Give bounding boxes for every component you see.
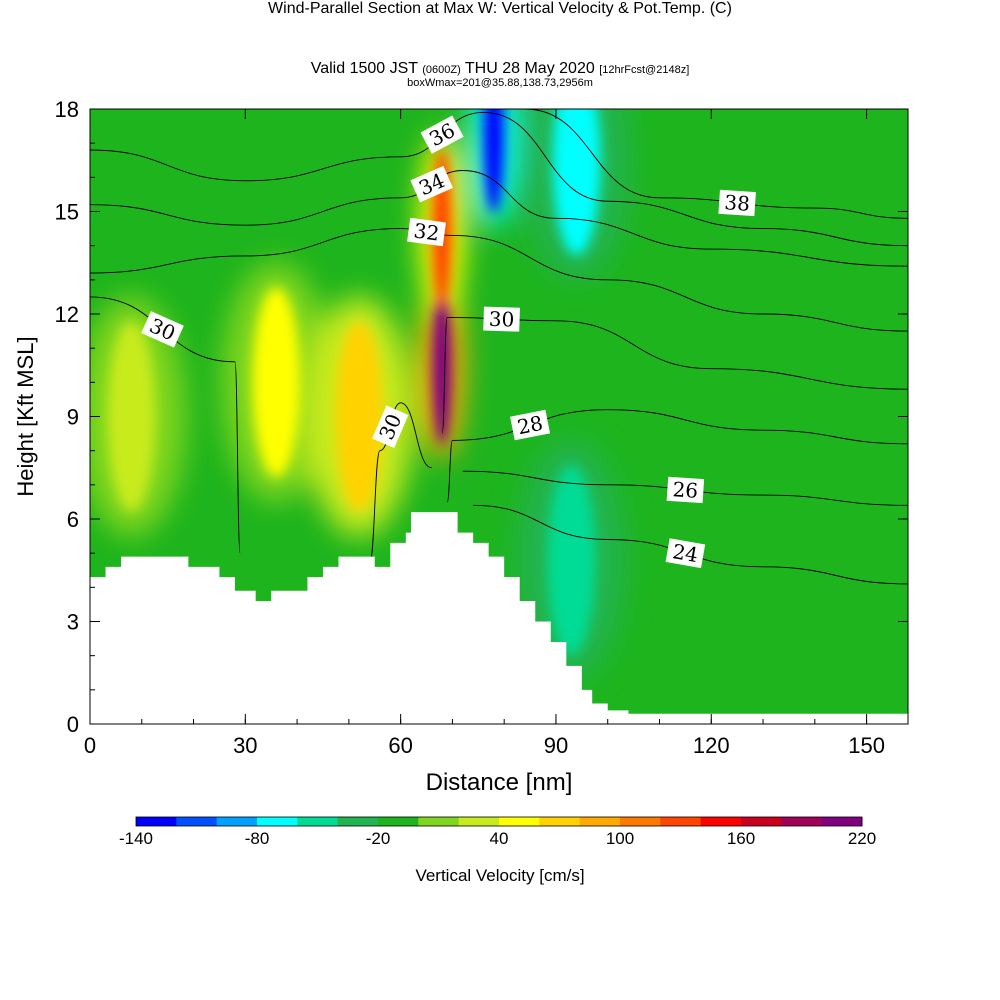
contour-label-text: 24 bbox=[671, 539, 700, 567]
chart-title-text: Wind-Parallel Section at Max W: Vertical… bbox=[268, 0, 706, 17]
theta-contour-32 bbox=[90, 228, 908, 332]
plot-area bbox=[90, 109, 908, 724]
contour-label-38: 38 bbox=[718, 189, 756, 217]
contour-label-bg bbox=[372, 405, 409, 449]
contour-label-bg bbox=[410, 165, 454, 203]
colorbar-swatch bbox=[620, 817, 661, 826]
y-tick-label: 12 bbox=[55, 302, 79, 327]
forecast-info: [12hrFcst@2148z] bbox=[599, 64, 690, 76]
contour-label-bg bbox=[407, 217, 446, 247]
x-tick-label: 120 bbox=[693, 733, 730, 758]
colorbar-swatch bbox=[418, 817, 460, 826]
colorbar-swatch bbox=[257, 817, 298, 826]
contour-label-bg bbox=[141, 311, 184, 348]
contour-label-text: 26 bbox=[672, 477, 699, 503]
contour-label-text: 28 bbox=[515, 411, 545, 439]
contour-label-bg bbox=[665, 538, 706, 569]
chart-subtitle: Valid 1500 JST (0600Z) THU 28 May 2020 [… bbox=[0, 60, 1000, 78]
x-tick-label: 60 bbox=[388, 733, 412, 758]
colorbar-swatch bbox=[741, 817, 782, 826]
y-tick-label: 3 bbox=[67, 610, 79, 635]
valid-date: THU 28 May 2020 bbox=[464, 60, 595, 77]
colorbar-tick-label: -140 bbox=[119, 829, 153, 848]
contour-label-bg bbox=[718, 189, 756, 217]
colorbar-swatch bbox=[579, 817, 621, 826]
contour-label-24: 24 bbox=[665, 538, 706, 569]
terrain bbox=[90, 512, 908, 724]
contour-label-28: 28 bbox=[510, 409, 551, 441]
y-tick-label: 0 bbox=[67, 712, 79, 737]
y-tick-label: 18 bbox=[55, 97, 79, 122]
velocity-core bbox=[252, 287, 301, 478]
colorbar-label: Vertical Velocity [cm/s] bbox=[415, 866, 584, 885]
colorbar-frame bbox=[135, 816, 863, 827]
y-tick-label: 15 bbox=[55, 200, 79, 225]
contour-label-bg bbox=[510, 409, 551, 441]
colorbar-tick-label: 40 bbox=[490, 829, 509, 848]
colorbar-swatch bbox=[458, 817, 500, 826]
velocity-core bbox=[547, 465, 596, 655]
theta-contour-30 bbox=[90, 296, 241, 554]
colorbar-swatch bbox=[176, 817, 218, 826]
colorbar-tick-label: 220 bbox=[848, 829, 876, 848]
contour-label-text: 38 bbox=[724, 190, 751, 216]
theta-contour-36 bbox=[90, 111, 908, 247]
location-info: boxWmax=201@35.88,138.73,2956m bbox=[407, 77, 593, 89]
colorbar-swatch bbox=[781, 817, 823, 826]
velocity-core bbox=[432, 285, 453, 446]
velocity-core bbox=[552, 109, 601, 256]
x-tick-label: 30 bbox=[233, 733, 257, 758]
x-tick-label: 0 bbox=[84, 733, 96, 758]
colorbar-swatch bbox=[337, 817, 379, 826]
contour-label-bg bbox=[666, 476, 705, 504]
theta-contour-34 bbox=[90, 170, 908, 267]
colorbar-swatch bbox=[216, 817, 258, 826]
valid-utc: (0600Z) bbox=[422, 64, 461, 76]
colorbar-swatch bbox=[499, 817, 540, 826]
colorbar-swatch bbox=[821, 817, 863, 826]
contour-label-text: 32 bbox=[412, 218, 440, 245]
contour-label-bg bbox=[483, 306, 520, 332]
x-axis-label: Distance [nm] bbox=[426, 769, 573, 796]
colorbar-tick-label: 100 bbox=[606, 829, 634, 848]
velocity-field bbox=[90, 109, 632, 680]
colorbar-swatch bbox=[297, 817, 339, 826]
valid-time: Valid 1500 JST bbox=[310, 60, 418, 77]
copyright-mark: (C) bbox=[709, 0, 732, 17]
contour-label-30: 30 bbox=[483, 306, 520, 332]
velocity-core bbox=[107, 321, 156, 512]
colorbar-swatch bbox=[700, 817, 742, 826]
colorbar-tick-label: -80 bbox=[245, 829, 270, 848]
colorbar-tick-label: -20 bbox=[366, 829, 391, 848]
colorbar-swatch bbox=[378, 817, 419, 826]
velocity-core bbox=[483, 109, 504, 213]
contour-label-text: 30 bbox=[488, 307, 514, 332]
contour-label-26: 26 bbox=[666, 476, 705, 504]
axes: 0 30 60 90 120 150 0 3 6 9 12 15 18 Distance [nm] Heig… bbox=[13, 97, 908, 796]
contour-label-32: 32 bbox=[407, 217, 446, 247]
theta-contour-38 bbox=[524, 109, 908, 219]
y-tick-label: 6 bbox=[67, 507, 79, 532]
colorbar-swatch bbox=[136, 817, 177, 826]
x-tick-label: 90 bbox=[544, 733, 568, 758]
colorbar-swatch bbox=[539, 817, 581, 826]
x-tick-label: 150 bbox=[848, 733, 885, 758]
colorbar: -140 -80 -20 40 100 160 220 Vertical Velocity [… bbox=[119, 816, 876, 885]
colorbar-swatch bbox=[660, 817, 702, 826]
contour-label-bg bbox=[420, 115, 464, 154]
colorbar-tick-label: 160 bbox=[727, 829, 755, 848]
chart-title: Wind-Parallel Section at Max W: Vertical… bbox=[0, 0, 1000, 18]
theta-contour-28 bbox=[446, 409, 908, 503]
y-axis-label: Height [Kft MSL] bbox=[13, 336, 38, 496]
y-tick-label: 9 bbox=[67, 405, 79, 430]
theta-contour-30 bbox=[441, 316, 908, 435]
velocity-core bbox=[335, 321, 384, 512]
